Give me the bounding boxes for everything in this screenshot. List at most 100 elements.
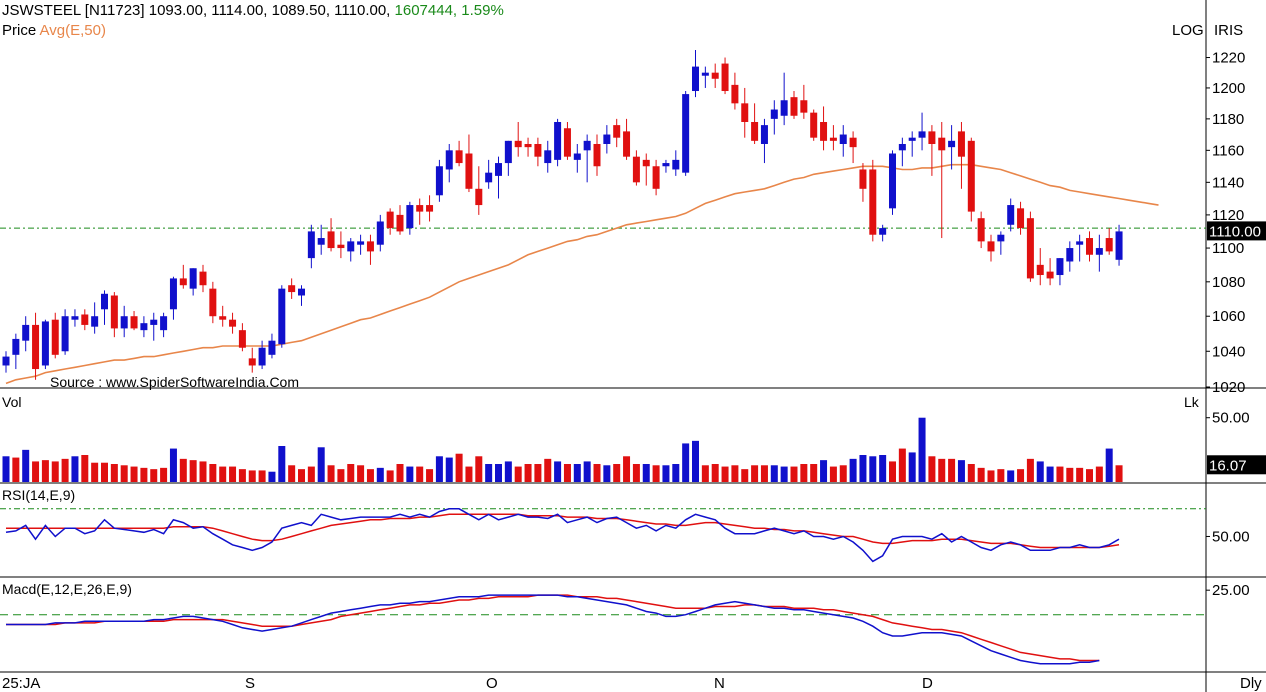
candle-body [534, 143, 542, 157]
candle-body [504, 140, 512, 164]
candle-body [672, 159, 680, 170]
change-percent: 1.59% [461, 2, 504, 19]
candle-body [692, 66, 699, 92]
candle-body [485, 172, 493, 183]
candle-body [1105, 238, 1113, 252]
price-tick-label: 1100 [1212, 240, 1244, 257]
candle-body [1036, 264, 1044, 276]
candle-body [938, 137, 946, 151]
volume-bar [1095, 466, 1103, 482]
volume-bar [41, 460, 49, 482]
candle-body [603, 134, 611, 144]
volume-bar [938, 458, 946, 482]
volume-bar [662, 465, 670, 482]
log-label[interactable]: LOG [1172, 22, 1204, 39]
candle-body [81, 314, 89, 325]
candle-body [32, 324, 40, 370]
volume-bar [554, 461, 562, 482]
candle-body [652, 166, 660, 189]
volume-bar [603, 465, 611, 482]
price-tick-label: 1220 [1212, 50, 1245, 67]
x-axis-label: 25:JA [2, 675, 40, 692]
volume-bar [534, 464, 542, 482]
candle-body [632, 156, 640, 183]
candle-body [475, 188, 483, 206]
volume-bar [997, 469, 1005, 482]
candle-body [317, 238, 325, 245]
candle-body [327, 231, 335, 249]
volume-bar [426, 469, 434, 482]
candle-body [554, 121, 562, 160]
volume-bar [514, 466, 522, 482]
volume-bar [957, 460, 965, 482]
candle-body [928, 131, 936, 144]
candle-body [583, 140, 591, 151]
volume-bar [101, 462, 108, 482]
price-tick-label: 1080 [1212, 274, 1245, 291]
volume-bar [524, 464, 532, 482]
candle-body [495, 163, 502, 176]
volume-bar [209, 464, 217, 482]
candle-body [61, 316, 69, 352]
volume-bar [711, 464, 719, 482]
price-tick-label: 1040 [1212, 343, 1245, 360]
candle-body [1086, 238, 1093, 255]
candle-body [682, 94, 690, 173]
volume-bar [416, 466, 424, 482]
volume-bar [1115, 465, 1123, 482]
volume-bar [307, 466, 315, 482]
x-axis-label: N [714, 675, 725, 692]
candle-body [563, 128, 571, 157]
volume-bar [120, 465, 128, 482]
volume-bar [12, 457, 20, 482]
volume-bar [810, 464, 818, 482]
volume-bar [701, 465, 709, 482]
volume-bar [869, 456, 877, 482]
candle-body [386, 211, 394, 229]
ohlc-values: 1093.00, 1114.00, 1089.50, 1110.00, [148, 2, 391, 19]
volume-bar [780, 466, 788, 482]
candle-body [416, 205, 424, 212]
volume-bar [948, 458, 956, 482]
candle-body [258, 347, 266, 366]
legend: Price Avg(E,50) [2, 22, 106, 39]
candle-body [455, 150, 463, 164]
candle-body [544, 150, 552, 164]
volume-bar [829, 466, 837, 482]
candle-body [357, 241, 365, 245]
volume-bar [908, 452, 916, 482]
volume-bar [820, 460, 828, 482]
candle-body [859, 169, 867, 189]
macd-line [6, 594, 1100, 665]
volume-bar [642, 464, 650, 482]
candle-body [869, 169, 877, 235]
candle-body [1007, 205, 1015, 225]
volume-bar [485, 464, 493, 482]
volume-bar [504, 461, 512, 482]
volume-bar [1017, 469, 1025, 482]
candle-body [120, 316, 128, 329]
symbol-label: JSWSTEEL [N11723] [2, 2, 145, 19]
candle-body [977, 218, 985, 242]
candle-body [160, 316, 168, 331]
volume-bar [71, 456, 79, 482]
volume-bar [928, 456, 936, 482]
volume-bar [475, 456, 483, 482]
volume-bar [839, 465, 847, 482]
iris-label[interactable]: IRIS [1214, 22, 1244, 39]
volume-bar [760, 465, 768, 482]
vol-unit-label: Lk [1184, 394, 1199, 410]
candle-body [721, 63, 729, 92]
candle-body [1017, 208, 1025, 229]
chart-header: JSWSTEEL [N11723] 1093.00, 1114.00, 1089… [2, 2, 504, 19]
candle-body [2, 356, 10, 366]
volume-bar [61, 458, 69, 482]
x-axis-label: O [486, 675, 498, 692]
candle-body [110, 295, 118, 329]
volume-bar [1007, 470, 1015, 482]
volume-bar [632, 464, 640, 482]
volume-bar [790, 466, 798, 482]
volume-bar [140, 467, 148, 482]
vol-tick-label: 50.00 [1212, 410, 1250, 427]
